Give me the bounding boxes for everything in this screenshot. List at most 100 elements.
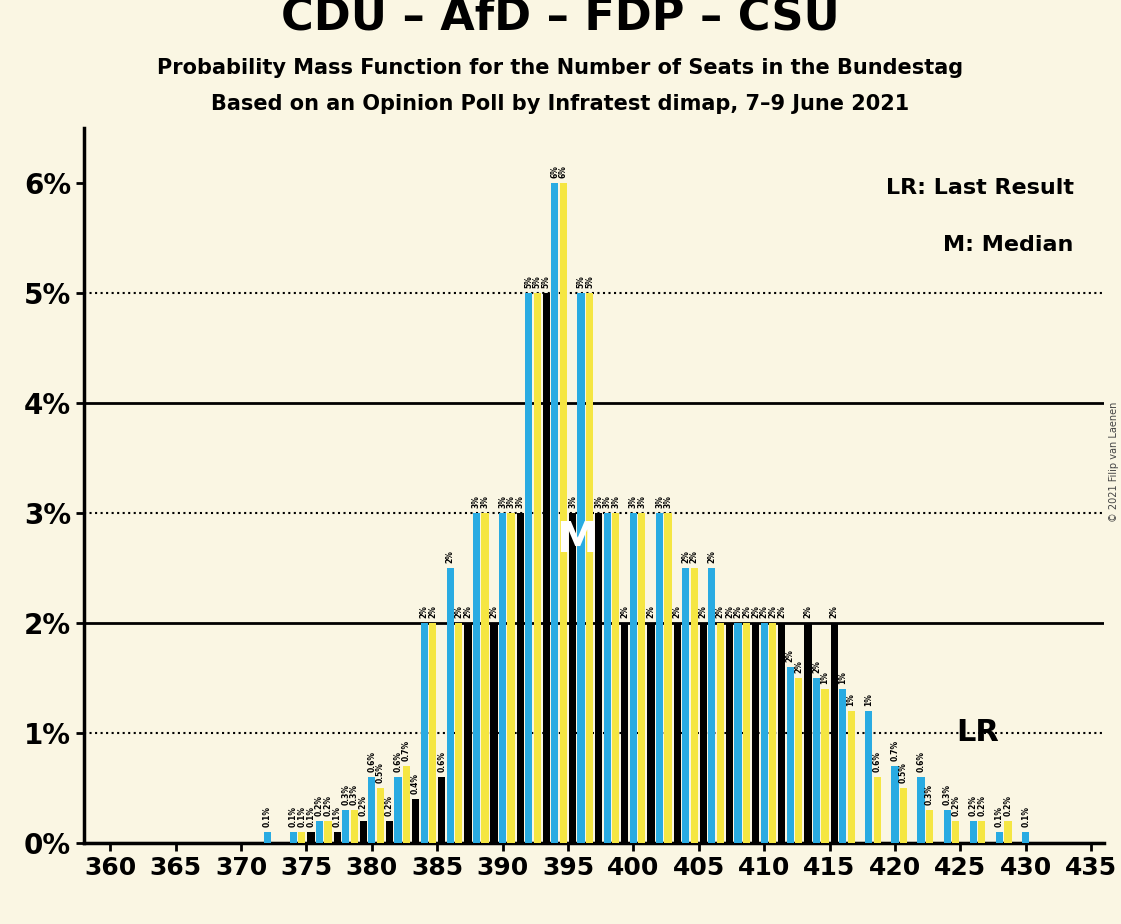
Bar: [569, 513, 576, 843]
Bar: [324, 821, 332, 843]
Bar: [351, 809, 358, 843]
Bar: [638, 513, 646, 843]
Text: 0.2%: 0.2%: [978, 796, 986, 816]
Text: 3%: 3%: [611, 495, 620, 508]
Bar: [307, 832, 315, 843]
Bar: [979, 821, 985, 843]
Text: 2%: 2%: [454, 605, 463, 618]
Bar: [612, 513, 619, 843]
Text: 0.2%: 0.2%: [1003, 796, 1012, 816]
Text: 2%: 2%: [446, 551, 455, 564]
Bar: [900, 787, 907, 843]
Bar: [446, 567, 454, 843]
Bar: [787, 666, 794, 843]
Text: 0.1%: 0.1%: [306, 807, 315, 827]
Text: 0.6%: 0.6%: [917, 751, 926, 772]
Bar: [665, 513, 671, 843]
Text: 0.2%: 0.2%: [969, 796, 978, 816]
Bar: [481, 513, 489, 843]
Bar: [648, 623, 655, 843]
Bar: [491, 623, 498, 843]
Bar: [455, 623, 462, 843]
Bar: [586, 293, 593, 843]
Bar: [508, 513, 515, 843]
Text: 1%: 1%: [864, 693, 873, 706]
Text: 0.6%: 0.6%: [873, 751, 882, 772]
Text: 2%: 2%: [620, 605, 629, 618]
Text: 0.1%: 0.1%: [289, 807, 298, 827]
Text: 0.1%: 0.1%: [262, 807, 271, 827]
Text: 2%: 2%: [419, 605, 428, 618]
Text: 0.2%: 0.2%: [324, 796, 333, 816]
Bar: [734, 623, 742, 843]
Bar: [360, 821, 367, 843]
Text: 3%: 3%: [603, 495, 612, 508]
Text: © 2021 Filip van Laenen: © 2021 Filip van Laenen: [1109, 402, 1119, 522]
Text: 5%: 5%: [585, 275, 594, 288]
Text: 5%: 5%: [541, 275, 550, 288]
Text: 0.3%: 0.3%: [341, 784, 350, 806]
Bar: [760, 623, 768, 843]
Text: 5%: 5%: [532, 275, 541, 288]
Bar: [831, 623, 837, 843]
Text: 3%: 3%: [655, 495, 664, 508]
Text: 2%: 2%: [786, 650, 795, 663]
Text: LR: LR: [956, 718, 999, 748]
Bar: [752, 623, 759, 843]
Bar: [778, 623, 786, 843]
Text: 0.3%: 0.3%: [350, 784, 359, 806]
Text: 3%: 3%: [498, 495, 507, 508]
Bar: [847, 711, 854, 843]
Bar: [926, 809, 933, 843]
Bar: [386, 821, 393, 843]
Text: 1%: 1%: [839, 672, 847, 685]
Text: 2%: 2%: [673, 605, 682, 618]
Bar: [805, 623, 812, 843]
Text: 0.6%: 0.6%: [368, 751, 377, 772]
Text: 0.7%: 0.7%: [402, 740, 411, 761]
Bar: [970, 821, 978, 843]
Text: 3%: 3%: [507, 495, 516, 508]
Bar: [517, 513, 524, 843]
Bar: [499, 513, 507, 843]
Text: 2%: 2%: [812, 661, 821, 674]
Text: 3%: 3%: [568, 495, 577, 508]
Bar: [263, 832, 271, 843]
Bar: [700, 623, 707, 843]
Text: 0.1%: 0.1%: [333, 807, 342, 827]
Bar: [995, 832, 1003, 843]
Text: 2%: 2%: [733, 605, 742, 618]
Bar: [377, 787, 383, 843]
Bar: [630, 513, 637, 843]
Text: 0.7%: 0.7%: [890, 740, 899, 761]
Bar: [534, 293, 540, 843]
Bar: [839, 688, 846, 843]
Bar: [316, 821, 323, 843]
Bar: [822, 688, 828, 843]
Text: 2%: 2%: [698, 605, 707, 618]
Bar: [795, 677, 803, 843]
Bar: [1022, 832, 1029, 843]
Text: 0.6%: 0.6%: [393, 751, 402, 772]
Text: 0.2%: 0.2%: [952, 796, 961, 816]
Bar: [464, 623, 472, 843]
Text: 0.1%: 0.1%: [1021, 807, 1030, 827]
Bar: [1004, 821, 1011, 843]
Bar: [674, 623, 680, 843]
Text: 1%: 1%: [821, 672, 830, 685]
Bar: [342, 809, 350, 843]
Text: 2%: 2%: [830, 605, 839, 618]
Bar: [726, 623, 733, 843]
Bar: [559, 183, 567, 843]
Bar: [716, 623, 724, 843]
Bar: [577, 293, 585, 843]
Text: 5%: 5%: [576, 275, 585, 288]
Text: 0.5%: 0.5%: [899, 762, 908, 784]
Bar: [682, 567, 689, 843]
Bar: [334, 832, 341, 843]
Text: 0.6%: 0.6%: [437, 751, 446, 772]
Bar: [865, 711, 872, 843]
Text: 0.3%: 0.3%: [943, 784, 952, 806]
Text: Based on an Opinion Poll by Infratest dimap, 7–9 June 2021: Based on an Opinion Poll by Infratest di…: [212, 94, 909, 114]
Text: 3%: 3%: [516, 495, 525, 508]
